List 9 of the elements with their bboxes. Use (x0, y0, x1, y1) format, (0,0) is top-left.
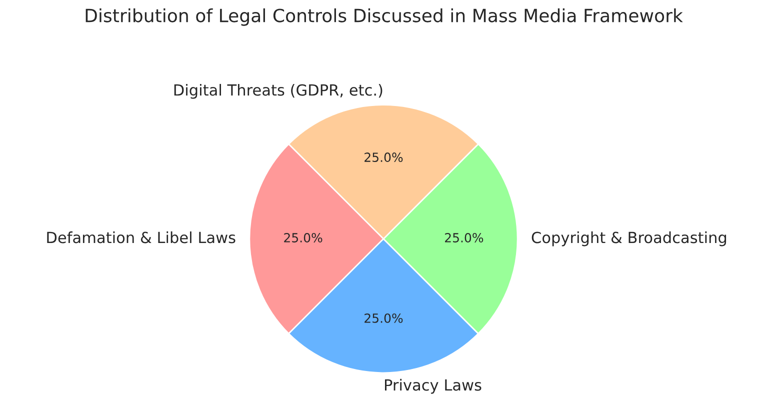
slice-label: Digital Threats (GDPR, etc.) (174, 84, 382, 99)
data-label: 25.0% (445, 233, 484, 242)
data-label: 25.0% (364, 152, 403, 162)
slice-label: Defamation & Libel Laws (47, 231, 236, 244)
chart-title: Distribution of Legal Controls Discussed in Mass Media Framework (86, 8, 683, 26)
slice-label: Privacy Laws (385, 378, 482, 394)
slice-label: Copyright & Broadcasting (532, 231, 726, 246)
data-label: 25.0% (284, 233, 322, 242)
data-label: 25.0% (364, 313, 403, 323)
